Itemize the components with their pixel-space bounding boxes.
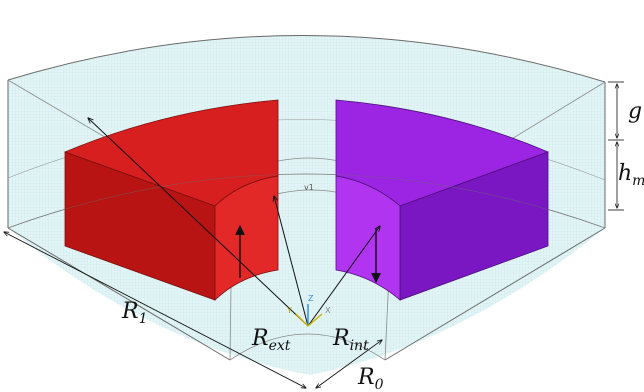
axis-label-z: Z [308,294,314,303]
label-g: g [628,99,642,124]
height-dimensions [608,81,624,211]
label-h-m: hm [618,161,644,189]
v1-label: v1 [304,183,314,192]
label-r-ext: Rext [251,326,291,354]
magnet-right [335,99,550,301]
label-r-int: Rint [332,326,369,354]
r1-dimension [4,232,306,388]
axis-label-y: Y [286,306,292,315]
r0-dimension [316,340,382,388]
label-r0: R0 [357,365,384,392]
axis-label-x: X [325,306,331,315]
label-r1: R1 [121,299,148,327]
axis-triad: Z Y X [286,294,331,327]
